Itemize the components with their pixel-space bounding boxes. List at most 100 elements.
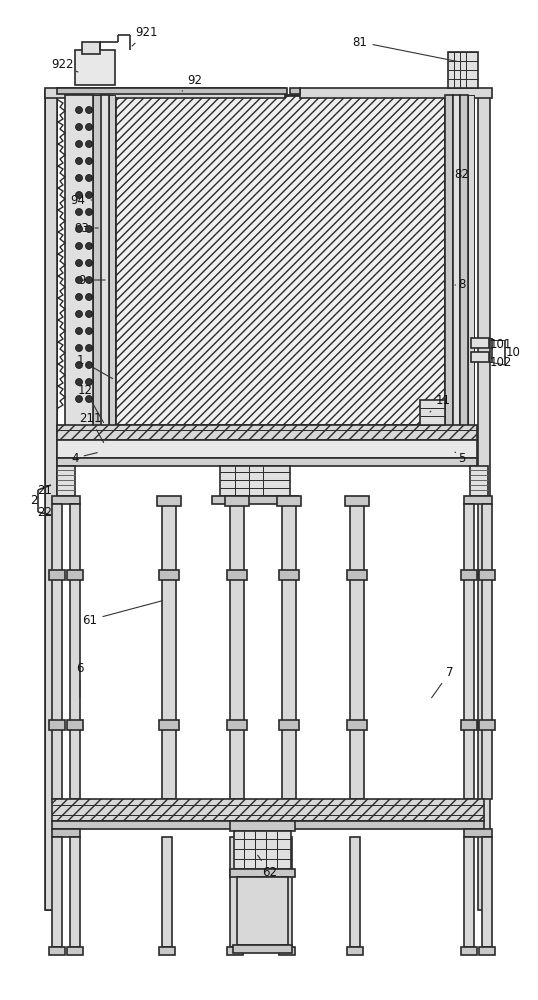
Circle shape	[75, 276, 82, 284]
Bar	[159, 720, 179, 730]
Text: 81: 81	[352, 35, 457, 61]
Text: 12: 12	[77, 383, 104, 423]
Bar	[420, 400, 445, 425]
Circle shape	[75, 395, 82, 402]
Text: 61: 61	[82, 601, 162, 626]
Bar	[52, 799, 484, 821]
Bar	[460, 95, 468, 430]
Circle shape	[86, 106, 93, 113]
Text: 4: 4	[71, 452, 97, 464]
Bar	[464, 837, 474, 947]
Circle shape	[86, 378, 93, 385]
Bar	[233, 945, 292, 953]
Bar	[49, 947, 65, 955]
Bar	[350, 504, 364, 799]
Bar	[101, 95, 109, 430]
Bar	[234, 831, 291, 869]
Bar	[109, 95, 115, 430]
Circle shape	[75, 192, 82, 198]
Bar	[57, 466, 75, 496]
Bar	[279, 570, 299, 580]
Circle shape	[75, 174, 82, 182]
Bar	[468, 95, 474, 430]
Circle shape	[75, 209, 82, 216]
Circle shape	[75, 310, 82, 318]
Bar	[57, 458, 477, 466]
Text: 1: 1	[76, 354, 112, 379]
Bar	[52, 496, 80, 504]
Text: 211: 211	[79, 412, 104, 443]
Bar	[279, 947, 295, 955]
Circle shape	[86, 344, 93, 352]
Circle shape	[75, 361, 82, 368]
Bar	[282, 504, 296, 799]
Circle shape	[86, 123, 93, 130]
Circle shape	[86, 140, 93, 147]
Bar	[57, 88, 287, 94]
Circle shape	[75, 378, 82, 385]
Bar	[479, 720, 495, 730]
Text: 5: 5	[455, 452, 466, 464]
Bar	[237, 877, 288, 945]
Text: 62: 62	[258, 855, 278, 879]
Circle shape	[86, 174, 93, 182]
Bar	[347, 947, 363, 955]
Bar	[70, 504, 80, 799]
Text: 921: 921	[132, 25, 158, 46]
Circle shape	[86, 192, 93, 198]
Circle shape	[86, 276, 93, 284]
Bar	[277, 496, 301, 506]
Bar	[93, 95, 101, 430]
Bar	[67, 570, 83, 580]
Circle shape	[75, 344, 82, 352]
Bar	[57, 440, 477, 458]
Bar	[82, 42, 100, 54]
Bar	[67, 947, 83, 955]
Bar	[220, 466, 290, 496]
Bar	[279, 720, 299, 730]
Bar	[52, 821, 484, 829]
Text: 11: 11	[430, 393, 450, 412]
Text: 94: 94	[70, 194, 93, 207]
Circle shape	[75, 259, 82, 266]
Circle shape	[86, 242, 93, 249]
Circle shape	[75, 328, 82, 334]
Bar	[482, 504, 492, 799]
Bar	[461, 570, 477, 580]
Circle shape	[75, 242, 82, 249]
Text: 9: 9	[78, 273, 105, 286]
Bar	[157, 496, 181, 506]
Bar	[448, 52, 478, 88]
Bar	[347, 720, 367, 730]
Bar	[479, 947, 495, 955]
Circle shape	[75, 123, 82, 130]
Bar	[445, 95, 453, 430]
Text: 102: 102	[490, 356, 512, 368]
Bar	[282, 837, 292, 947]
Bar	[45, 88, 285, 98]
Circle shape	[86, 209, 93, 216]
Bar	[225, 496, 249, 506]
Bar	[300, 88, 492, 98]
Bar	[471, 338, 489, 348]
Bar	[49, 570, 65, 580]
Circle shape	[75, 140, 82, 147]
Bar	[45, 90, 57, 910]
Text: 7: 7	[431, 666, 454, 698]
Text: 82: 82	[455, 168, 470, 182]
Bar	[471, 352, 489, 362]
Text: 922: 922	[51, 58, 78, 72]
Text: 92: 92	[182, 74, 202, 91]
Circle shape	[75, 106, 82, 113]
Bar	[52, 829, 80, 837]
Bar	[67, 720, 83, 730]
Text: 22: 22	[37, 506, 52, 518]
Bar	[162, 837, 172, 947]
Circle shape	[86, 361, 93, 368]
Bar	[45, 90, 57, 910]
Bar	[464, 496, 492, 504]
Bar	[461, 720, 477, 730]
Circle shape	[86, 294, 93, 300]
Bar	[115, 95, 445, 425]
Bar	[70, 837, 80, 947]
